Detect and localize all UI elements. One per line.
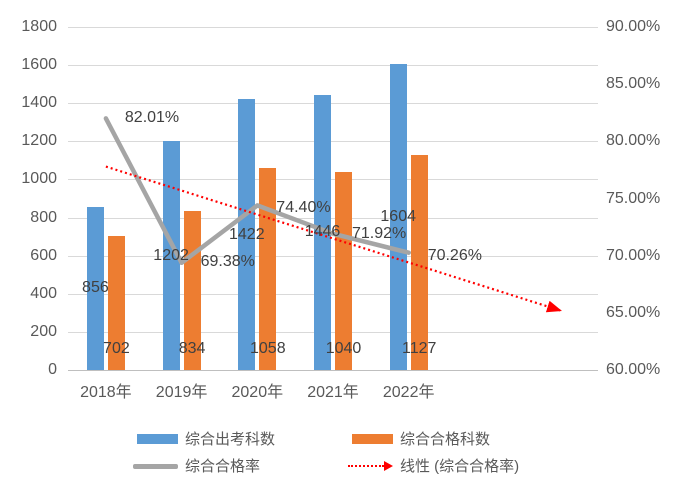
legend-item-passed-subjects: 综合合格科数: [352, 430, 490, 448]
left-axis-tick: 800: [30, 208, 57, 226]
bar-data-label: 1202: [153, 246, 189, 264]
bar-data-label: 834: [178, 340, 206, 357]
legend-swatch-bar: [352, 434, 393, 444]
dotted-line-icon: [348, 465, 384, 467]
gridline: [68, 179, 598, 181]
bar-data-label: 1058: [250, 340, 286, 357]
line-data-label: 69.38%: [200, 252, 255, 270]
bar-data-label: 1604: [380, 208, 416, 226]
bar-data-label: 1040: [325, 340, 362, 357]
gridline: [68, 103, 598, 105]
line-data-label: 70.26%: [427, 246, 482, 264]
left-axis-tick: 1600: [21, 56, 57, 74]
gridline: [68, 141, 598, 143]
right-axis-tick: 75.00%: [606, 189, 661, 207]
left-axis-tick: 600: [30, 246, 57, 264]
gridline: [68, 331, 598, 333]
left-axis-tick: 1400: [21, 94, 57, 112]
legend-item-pass-rate: 综合合格率: [133, 457, 260, 475]
left-axis-tick: 1000: [21, 170, 57, 188]
x-axis-category: 2020年: [231, 384, 284, 401]
bar-passed-subjects: [410, 155, 428, 370]
x-axis-line: [68, 370, 598, 371]
legend-label: 综合出考科数: [185, 430, 276, 448]
legend-label: 综合合格科数: [400, 430, 491, 448]
left-axis-tick: 400: [30, 284, 57, 302]
right-axis-tick: 65.00%: [606, 303, 661, 321]
bar-data-label: 702: [103, 340, 130, 357]
left-axis-tick: 1200: [21, 132, 57, 150]
legend-swatch-bar: [137, 434, 178, 444]
gridline: [68, 217, 598, 219]
legend-label: 线性 (综合合格率): [400, 457, 520, 475]
gridline: [68, 65, 598, 67]
legend-swatch-dotted-arrow: [348, 461, 393, 471]
legend-swatch-line: [133, 463, 178, 469]
bar-data-label: 1127: [401, 340, 437, 357]
right-axis-tick: 90.00%: [606, 18, 661, 35]
x-axis-category: 2021年: [307, 384, 359, 401]
line-data-label: 71.92%: [352, 224, 407, 242]
legend-label: 综合合格率: [185, 457, 261, 475]
bar-data-label: 856: [82, 279, 109, 297]
left-axis-tick: 0: [48, 361, 57, 378]
x-axis-category: 2019年: [155, 384, 208, 401]
legend-item-pass-rate-trend: 线性 (综合合格率): [348, 457, 519, 475]
right-axis-tick: 80.00%: [606, 132, 661, 150]
gridline: [68, 27, 598, 28]
right-axis-tick: 70.00%: [606, 246, 661, 264]
x-axis-category: 2022年: [382, 384, 435, 401]
bar-exam-subjects: [86, 206, 104, 370]
line-data-label: 82.01%: [124, 109, 180, 127]
legend-item-exam-subjects: 综合出考科数: [137, 430, 275, 448]
right-axis-tick: 60.00%: [606, 361, 661, 378]
left-axis-tick: 200: [30, 322, 57, 340]
arrow-right-icon: [384, 461, 393, 471]
x-axis-category: 2018年: [80, 384, 132, 401]
gridline: [68, 255, 598, 257]
line-data-label: 74.40%: [276, 199, 331, 217]
bar-data-label: 1422: [229, 225, 265, 243]
right-axis-tick: 85.00%: [606, 75, 661, 93]
left-axis-tick: 1800: [21, 18, 57, 35]
bar-data-label: 1446: [304, 223, 341, 241]
gridline: [68, 293, 598, 295]
